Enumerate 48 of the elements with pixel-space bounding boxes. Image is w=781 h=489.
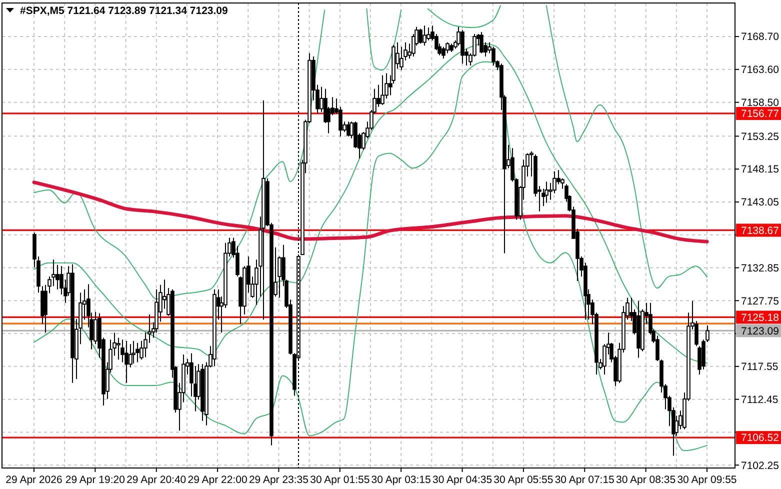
candlestick	[418, 28, 422, 44]
ref-line-label: 7138.67	[741, 224, 780, 237]
line-series	[366, 8, 402, 71]
y-tick-label: 7102.25	[741, 460, 780, 472]
line-series	[427, 5, 502, 28]
candlestick	[544, 181, 548, 204]
y-tick-label: 7112.45	[741, 394, 778, 406]
candlestick	[128, 344, 132, 368]
y-tick-label: 7168.70	[741, 31, 780, 44]
ref-line-label: 7125.18	[741, 312, 780, 324]
candlestick	[124, 340, 128, 384]
x-tick-label: 30 Apr 04:35	[432, 474, 492, 486]
x-tick-label: 30 Apr 09:55	[677, 474, 737, 486]
y-tick-label: 7127.75	[741, 295, 780, 308]
candlestick	[460, 30, 464, 64]
ref-line-label: 7156.77	[741, 108, 780, 120]
line-series	[34, 61, 708, 452]
candlestick	[116, 337, 120, 360]
y-tick-label: 7117.55	[741, 361, 778, 374]
candlestick	[400, 46, 404, 71]
candlestick	[136, 342, 140, 363]
chart-title: #SPX,M5 7121.64 7123.89 7121.34 7123.09	[20, 5, 228, 17]
y-tick-label: 7153.25	[741, 130, 780, 143]
y-tick-label: 7143.05	[741, 196, 780, 209]
y-tick-label: 7163.60	[741, 64, 780, 76]
ref-line-label: 7106.52	[741, 432, 780, 444]
candlestick	[380, 74, 384, 106]
x-tick-label: 30 Apr 08:35	[616, 474, 676, 486]
candlestick	[132, 340, 136, 364]
y-tick-label: 7148.15	[741, 164, 780, 176]
x-tick-label: 30 Apr 05:55	[494, 474, 554, 486]
candlestick	[422, 25, 426, 46]
x-tick-label: 29 Apr 19:20	[65, 474, 126, 486]
x-tick-label: 30 Apr 01:55	[310, 474, 370, 486]
candlestick	[480, 32, 484, 54]
x-tick-label: 29 Apr 22:00	[188, 474, 248, 486]
line-series	[32, 180, 709, 244]
y-tick-label: 7158.50	[741, 96, 780, 109]
candlestick	[442, 46, 446, 59]
y-tick-label: 7132.85	[741, 262, 780, 274]
x-tick-label: 29 Apr 20:40	[126, 474, 186, 486]
x-tick-label: 30 Apr 03:15	[371, 474, 432, 486]
x-tick-label: 30 Apr 07:15	[554, 474, 615, 486]
line-series	[546, 5, 708, 289]
x-tick-label: 29 Apr 23:35	[248, 474, 309, 486]
ref-line-label: 7123.09	[741, 325, 780, 338]
x-tick-label: 29 Apr 2026	[6, 474, 62, 486]
candlestick	[492, 46, 496, 66]
